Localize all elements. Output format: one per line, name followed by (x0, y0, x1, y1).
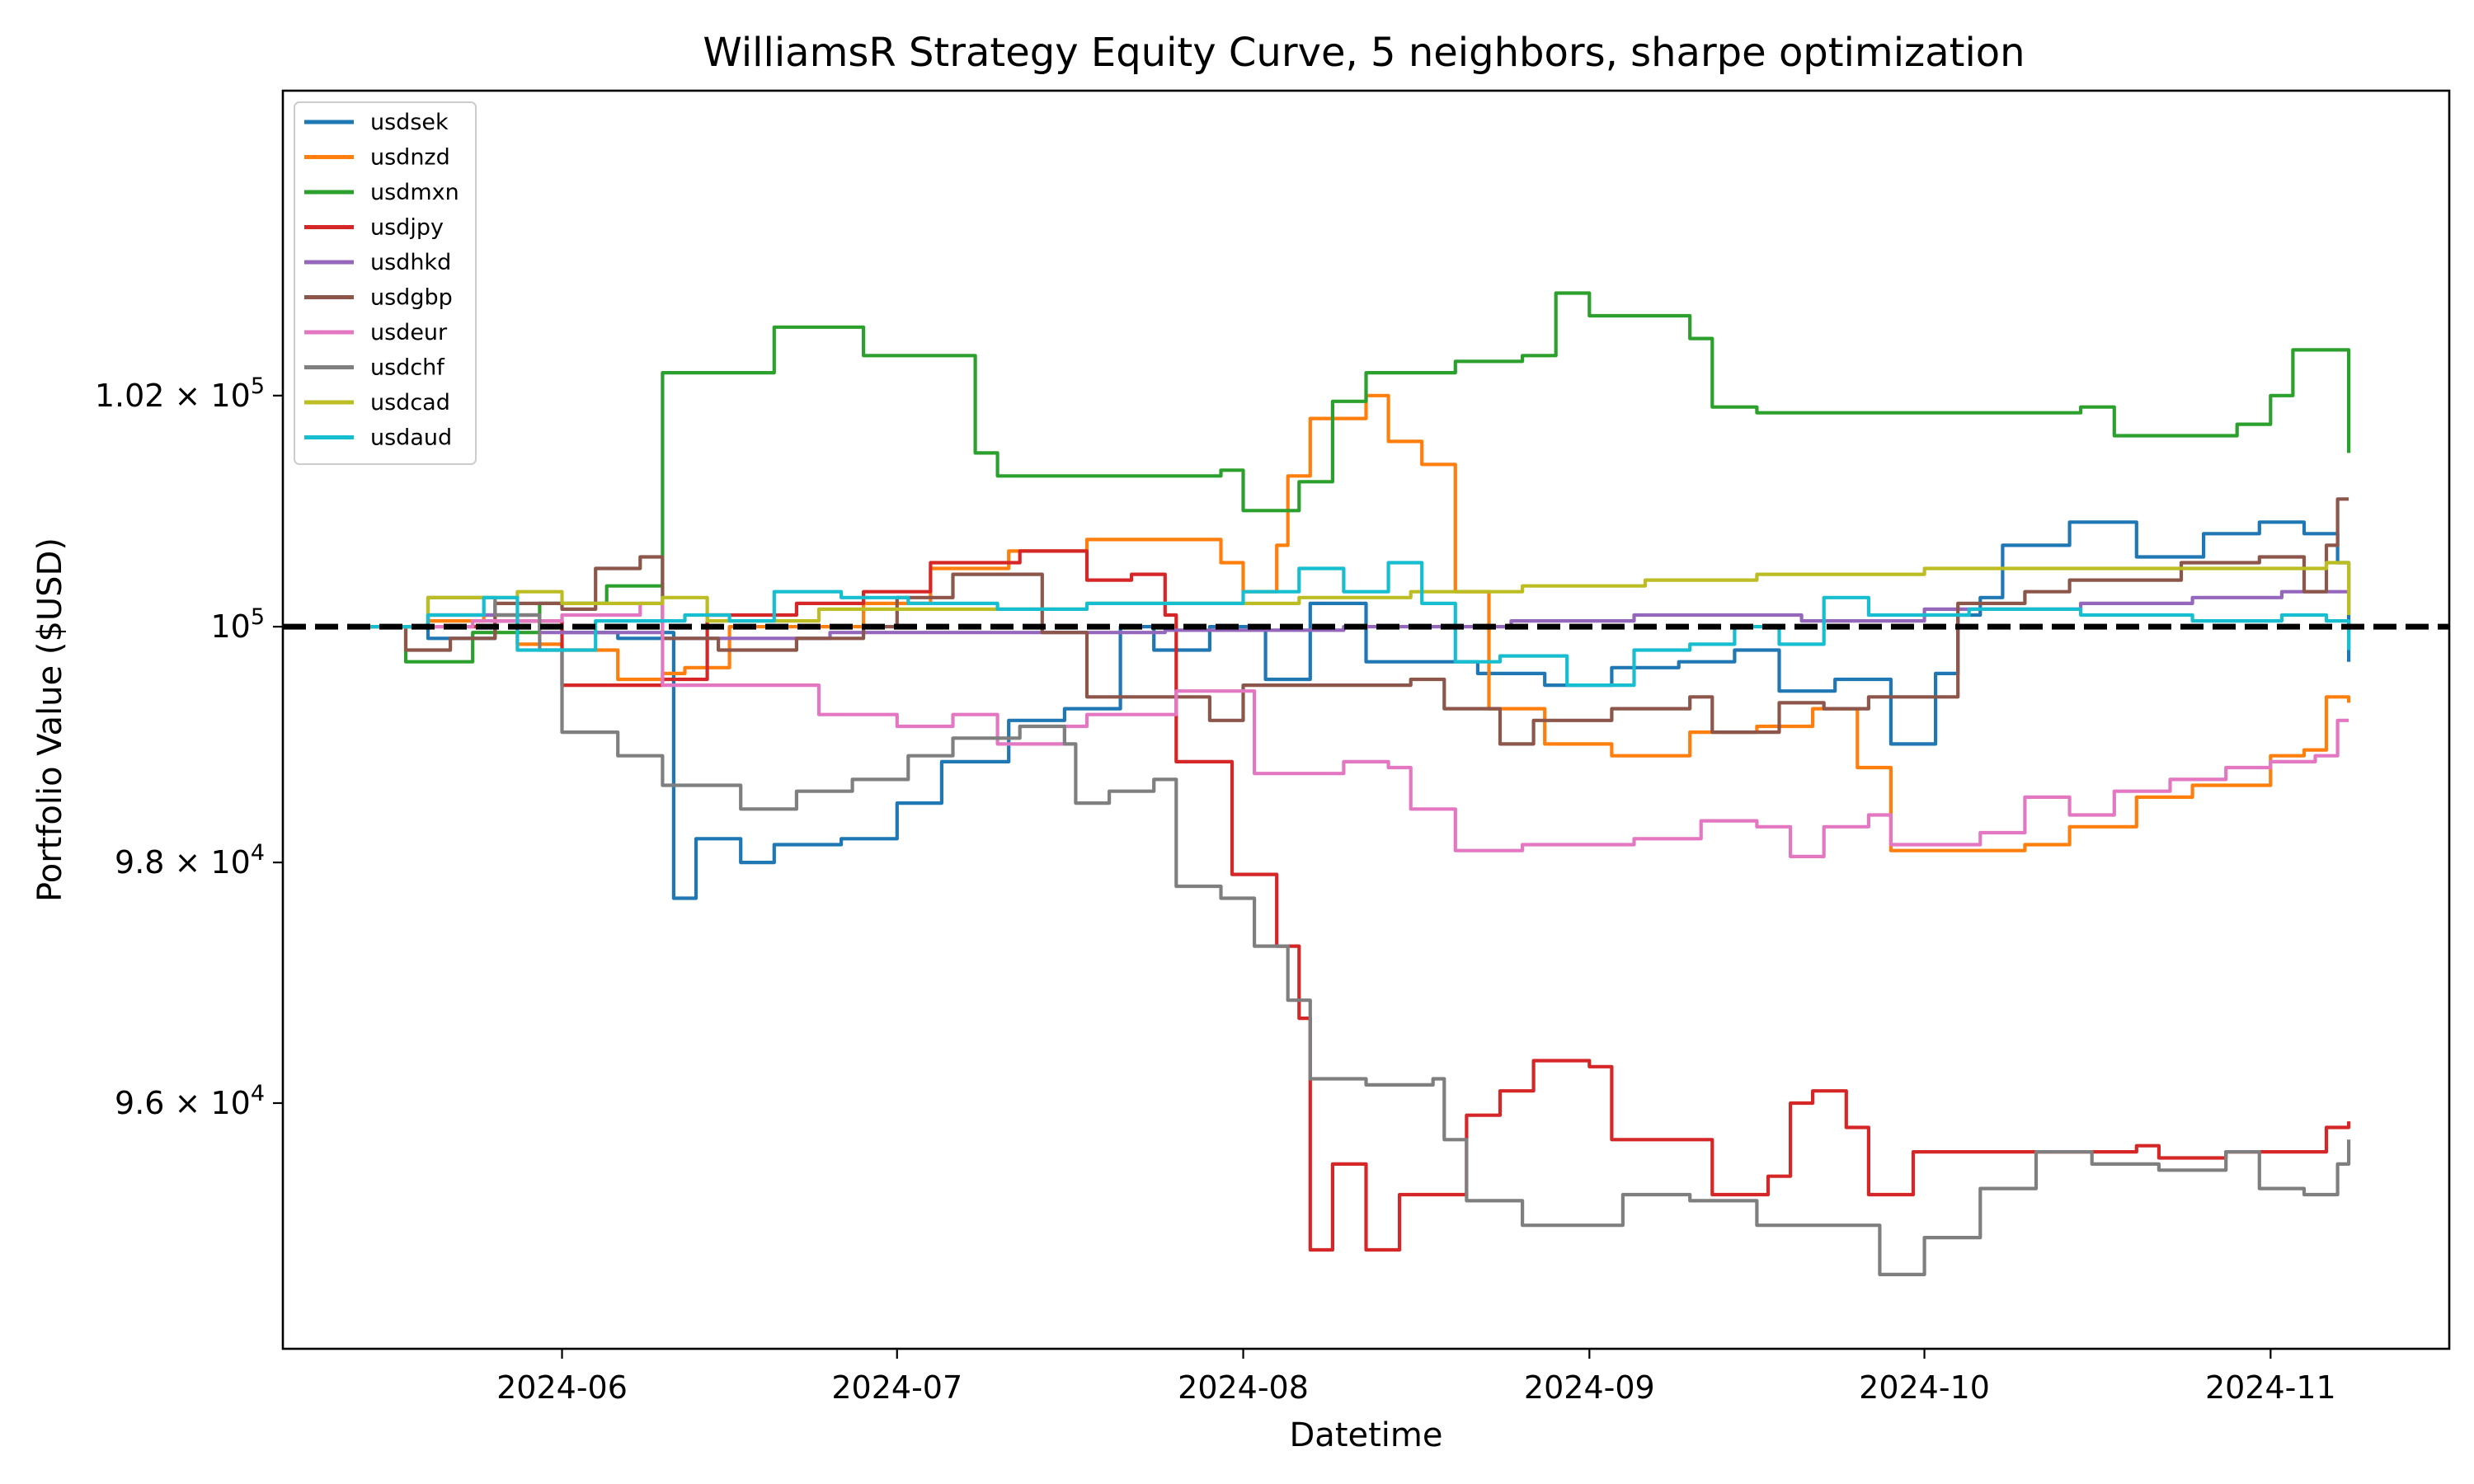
series-line-usdgbp (360, 497, 2349, 746)
x-axis-label: Datetime (1290, 1416, 1443, 1454)
x-tick-label: 2024-09 (1524, 1369, 1655, 1406)
legend-label-usdhkd: usdhkd (370, 250, 451, 275)
legend-label-usdmxn: usdmxn (370, 180, 459, 205)
x-tick-label: 2024-10 (1859, 1369, 1990, 1406)
legend-label-usdsek: usdsek (370, 110, 449, 135)
plot-frame (281, 89, 2451, 1350)
series-line-usdeur (360, 601, 2349, 858)
series-layer (360, 291, 2351, 1276)
x-tick-label: 2024-06 (496, 1369, 628, 1406)
series-line-usdjpy (360, 549, 2351, 1252)
series-line-usdcad (360, 561, 2351, 629)
chart-title: WilliamsR Strategy Equity Curve, 5 neigh… (703, 30, 2025, 76)
x-axis: 2024-06 2024-07 2024-08 2024-09 2024-10 2024-… (496, 1349, 2336, 1406)
legend-label-usdjpy: usdjpy (370, 215, 444, 241)
legend-label-usdeur: usdeur (370, 320, 448, 345)
legend-label-usdcad: usdcad (370, 390, 450, 416)
x-tick-label: 2024-11 (2205, 1369, 2336, 1406)
legend-label-usdnzd: usdnzd (370, 145, 450, 171)
series-line-usdchf (360, 595, 2351, 1276)
y-tick-label: 9.6 × 104 (115, 1081, 265, 1121)
y-tick-label: 9.8 × 104 (115, 840, 265, 881)
legend: usdsek usdnzd usdmxn usdjpy usdhkd usdgbp usde… (294, 101, 477, 465)
x-tick-label: 2024-07 (831, 1369, 962, 1406)
legend-label-usdaud: usdaud (370, 425, 452, 451)
y-tick-label: 1.02 × 105 (95, 373, 265, 414)
series-line-usdnzd (360, 393, 2351, 852)
x-tick-label: 2024-08 (1178, 1369, 1309, 1406)
legend-label-usdgbp: usdgbp (370, 285, 453, 311)
series-line-usdaud (360, 561, 2351, 688)
series-line-usdmxn (360, 291, 2351, 664)
legend-label-usdchf: usdchf (370, 355, 445, 381)
series-line-usdsek (360, 520, 2351, 900)
y-axis-label: Portfolio Value ($USD) (31, 538, 69, 902)
